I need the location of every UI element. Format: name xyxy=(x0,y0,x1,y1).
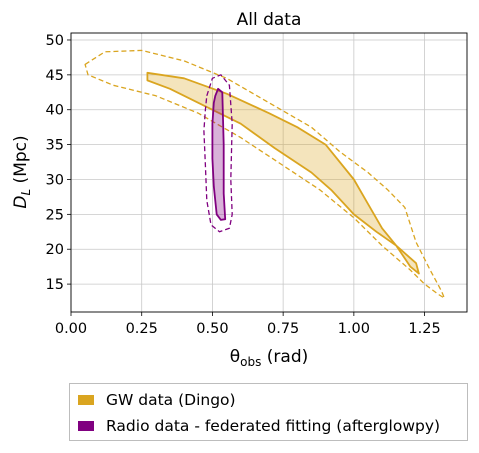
y-tick-label: 30 xyxy=(46,172,64,188)
y-tick-label: 40 xyxy=(46,103,64,119)
x-tick-label: 0.50 xyxy=(196,321,228,337)
y-axis-label: DL (Mpc) xyxy=(11,135,33,208)
y-axis-label-subscript: L xyxy=(19,189,33,196)
grid xyxy=(70,33,467,312)
y-tick-label: 20 xyxy=(46,242,64,258)
legend-label-radio: Radio data - federated fitting (afterglo… xyxy=(106,417,441,435)
inner-contour-gw xyxy=(146,71,420,275)
series-layer xyxy=(84,49,446,299)
y-axis-label-unit: (Mpc) xyxy=(11,135,31,188)
legend-swatch-radio xyxy=(78,421,94,431)
outer-contour-gw xyxy=(84,49,446,299)
y-tick-label: 25 xyxy=(46,207,64,223)
y-tick-label: 45 xyxy=(46,68,64,84)
x-axis-label: θobs (rad) xyxy=(230,347,309,369)
y-tick-label: 15 xyxy=(46,277,64,293)
x-tick-label: 1.00 xyxy=(338,321,370,337)
plot-frame xyxy=(70,32,468,313)
legend-swatch-gw xyxy=(78,395,94,405)
ticks: 0.00 0.25 0.50 0.75 1.00 1.25 15 20 25 30 35 40 45 50 xyxy=(46,33,441,337)
y-tick-label: 35 xyxy=(46,138,64,154)
chart-title: All data xyxy=(237,10,302,30)
legend-item-gw: GW data (Dingo) xyxy=(78,391,236,409)
y-tick-label: 50 xyxy=(46,33,64,49)
legend-item-radio: Radio data - federated fitting (afterglo… xyxy=(78,417,440,435)
x-axis-label-unit: (rad) xyxy=(261,347,308,367)
outer-contour-radio xyxy=(203,74,233,233)
x-tick-label: 0.00 xyxy=(55,321,87,337)
x-axis-label-subscript: obs xyxy=(240,355,261,369)
x-tick-label: 0.25 xyxy=(126,321,158,337)
x-tick-label: 1.25 xyxy=(408,321,440,337)
legend: GW data (Dingo) Radio data - federated f… xyxy=(69,383,468,441)
legend-label-gw: GW data (Dingo) xyxy=(106,391,236,409)
x-tick-label: 0.75 xyxy=(267,321,299,337)
inner-contour-radio xyxy=(211,87,227,221)
